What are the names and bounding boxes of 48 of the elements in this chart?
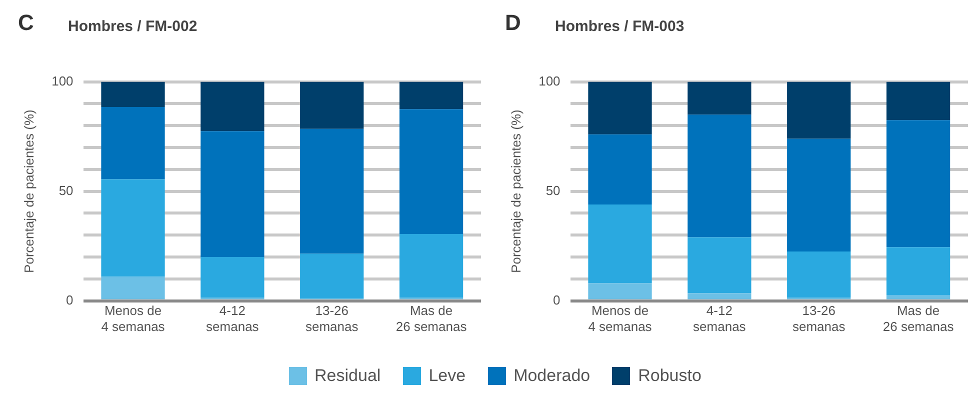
- y-tick-label: 50: [546, 182, 560, 198]
- x-tick-label: Menos de 4 semanas: [101, 303, 166, 334]
- bar: [200, 82, 264, 132]
- bar: [688, 82, 752, 115]
- chart-title: Hombres / FM-003: [555, 18, 684, 35]
- bar: [588, 82, 652, 134]
- y-axis-title: Porcentaje de pacientes (%): [21, 110, 36, 273]
- text: D: [505, 10, 522, 36]
- bar: [886, 247, 950, 296]
- legend-label: Leve: [428, 366, 466, 386]
- bar: [787, 138, 851, 252]
- bar: [688, 114, 752, 238]
- x-tick-label: Menos de 4 semanas: [588, 303, 652, 334]
- x-tick-label: Mas de 26 semanas: [882, 303, 954, 334]
- bar: [101, 179, 165, 277]
- bar: [200, 131, 264, 257]
- x-tick-label: Mas de 26 semanas: [396, 303, 468, 334]
- y-tick-label: 50: [58, 182, 74, 198]
- bar: [399, 234, 464, 298]
- bar: [101, 82, 165, 107]
- legend-label: Moderado: [514, 366, 590, 386]
- bar: [300, 254, 364, 299]
- bar: [399, 109, 464, 234]
- x-tick-label: 13-26 semanas: [305, 303, 359, 334]
- x-tick-label: 13-26 semanas: [792, 303, 846, 334]
- y-axis-title: Porcentaje de pacientes (%): [508, 110, 524, 273]
- x-tick-label: 4-12 semanas: [693, 303, 746, 334]
- bar: [300, 128, 364, 254]
- y-tick-label: 100: [538, 73, 560, 88]
- bar: [101, 106, 165, 180]
- bar: [200, 257, 264, 298]
- bar: [588, 204, 652, 284]
- bar: [787, 252, 851, 298]
- legend-label: Residual: [314, 366, 381, 386]
- y-tick-label: 0: [66, 292, 74, 308]
- bar: [886, 120, 950, 248]
- bar: [787, 82, 851, 139]
- bar: [399, 82, 464, 110]
- y-tick-label: 100: [52, 73, 74, 88]
- chart-title: Hombres / FM-002: [68, 18, 198, 35]
- x-tick-label: 4-12 semanas: [206, 303, 260, 334]
- bar: [886, 82, 950, 120]
- legend-label: Robusto: [638, 366, 702, 386]
- bar: [300, 82, 364, 129]
- bar: [688, 237, 752, 294]
- text: C: [18, 10, 35, 36]
- bar: [588, 134, 652, 204]
- y-tick-label: 0: [553, 292, 560, 308]
